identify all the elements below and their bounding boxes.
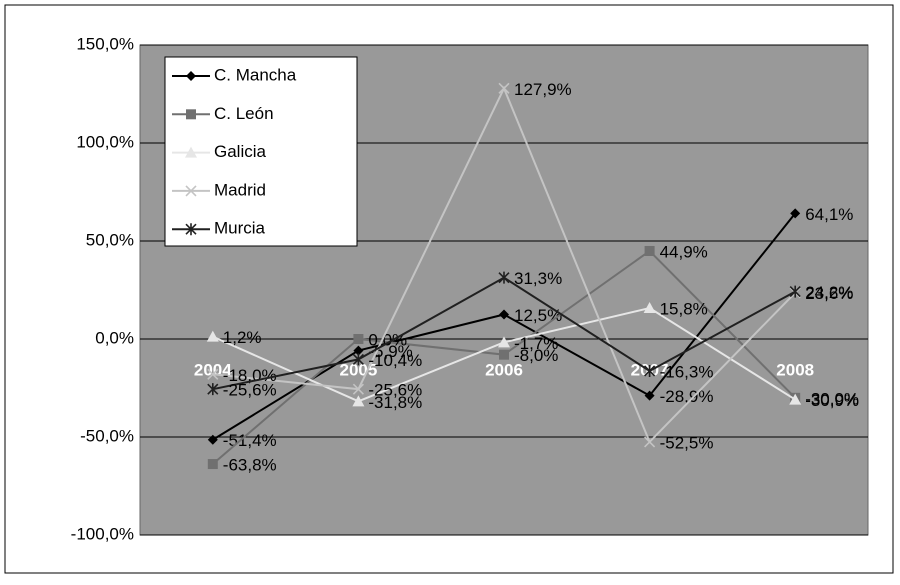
marker — [499, 309, 509, 320]
marker — [353, 334, 364, 344]
data-label: 127,9% — [514, 80, 572, 99]
marker — [499, 349, 509, 360]
data-label: 12,5% — [514, 306, 562, 325]
data-label: -31,8% — [368, 393, 422, 412]
data-label: 24,2% — [805, 283, 853, 302]
data-label: -16,3% — [660, 362, 714, 381]
x-tick-label: 2005 — [339, 360, 377, 379]
data-label: 44,9% — [660, 242, 708, 261]
y-tick-label: 150,0% — [76, 34, 134, 53]
marker — [644, 364, 656, 377]
marker — [790, 208, 801, 219]
marker — [789, 285, 801, 298]
data-label: -28,9% — [660, 387, 714, 406]
data-label: -10,4% — [368, 351, 422, 370]
x-tick-label: 2008 — [776, 360, 814, 379]
marker — [186, 109, 196, 120]
y-tick-label: -50,0% — [80, 426, 134, 445]
legend-label: Madrid — [214, 180, 266, 199]
marker — [353, 345, 364, 356]
data-label: -1,7% — [514, 334, 558, 353]
data-label: 64,1% — [805, 205, 853, 224]
marker — [206, 330, 219, 342]
data-label: 1,2% — [223, 328, 262, 347]
marker — [207, 368, 219, 380]
data-label: -8,0% — [514, 346, 558, 365]
data-label: -51,4% — [223, 431, 277, 450]
data-label: -52,5% — [660, 433, 714, 452]
data-label: 23,6% — [805, 284, 853, 303]
marker — [352, 353, 364, 366]
legend-label: C. León — [214, 104, 274, 123]
data-label: 15,8% — [660, 300, 708, 319]
marker — [644, 245, 655, 256]
marker — [644, 436, 656, 448]
legend-label: Murcia — [214, 219, 266, 238]
x-tick-label: 2006 — [485, 360, 523, 379]
y-tick-label: -100,0% — [71, 524, 134, 543]
data-label: -63,8% — [223, 456, 277, 475]
marker — [789, 393, 802, 405]
marker — [498, 271, 510, 284]
marker — [186, 71, 196, 81]
y-tick-label: 50,0% — [86, 230, 134, 249]
data-label: -30,9% — [805, 391, 859, 410]
legend-label: C. Mancha — [214, 65, 297, 84]
data-label: 31,3% — [514, 269, 562, 288]
marker — [185, 185, 197, 197]
marker — [352, 383, 364, 395]
marker — [185, 223, 197, 236]
legend-label: Galicia — [214, 142, 267, 161]
marker — [207, 434, 218, 445]
y-tick-label: 100,0% — [76, 132, 134, 151]
marker — [498, 82, 510, 94]
y-tick-label: 0,0% — [95, 328, 134, 347]
legend-box — [164, 56, 358, 247]
marker — [643, 302, 656, 314]
data-label: 0,0% — [368, 330, 407, 349]
data-label: -18,0% — [223, 366, 277, 385]
data-label: -25,6% — [223, 381, 277, 400]
data-label: -25,6% — [368, 381, 422, 400]
marker — [185, 146, 197, 158]
marker — [352, 395, 365, 407]
data-label: -30,0% — [805, 389, 859, 408]
marker — [498, 336, 510, 348]
marker — [207, 383, 219, 396]
marker — [207, 459, 218, 470]
marker — [644, 390, 655, 401]
